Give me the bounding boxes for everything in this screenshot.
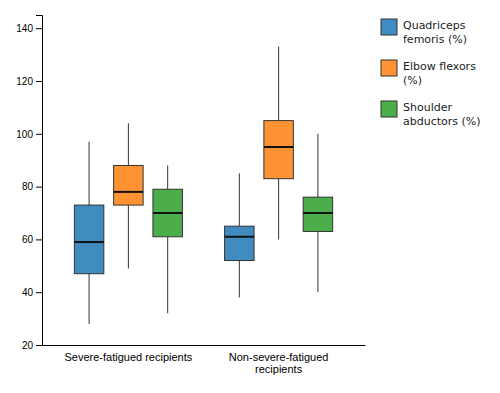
upper-whisker [278,47,279,121]
lower-whisker [167,237,168,314]
median-line [153,212,182,214]
x-tick: Severe-fatigued recipients [64,351,192,363]
legend-label: Quadricepsfemoris (%) [403,19,467,45]
legend-label-line: Quadriceps [403,19,466,32]
lower-whisker [278,179,279,240]
y-tick-mark [36,81,42,82]
box [153,165,182,313]
box [114,123,143,268]
y-tick-label: 100 [16,129,33,140]
y-tick-mark [36,28,42,29]
y-tick-mark [36,345,42,346]
box [303,134,332,292]
box [225,173,254,297]
x-tick: Non-severe-fatiguedrecipients [229,351,329,376]
x-tick-label: Non-severe-fatiguedrecipients [229,351,329,376]
boxes [74,47,332,324]
upper-whisker [167,165,168,189]
legend: Quadricepsfemoris (%) Elbow flexors(%) Sho… [381,19,481,128]
lower-whisker [128,205,129,268]
legend-label-line: (%) [403,74,422,87]
plot: 20 40 60 80 100 120 140 Severe-fatigued recipie… [16,16,365,376]
x-tick-label: Severe-fatigued recipients [64,351,192,363]
y-tick: 100 [16,129,42,140]
y-tick-label: 60 [22,234,34,245]
y-tick-label: 140 [16,23,33,34]
upper-whisker [89,142,90,205]
legend-swatch [381,19,397,35]
y-tick: 140 [16,23,42,34]
y-tick: 40 [22,287,42,298]
box-series [114,47,294,269]
legend-item: Elbow flexors(%) [381,60,476,87]
legend-swatch [381,60,397,76]
y-tick: 80 [22,181,42,192]
lower-whisker [89,274,90,324]
y-axis: 20 40 60 80 100 120 140 [16,16,42,351]
box-body [303,197,332,231]
legend-label-line: Elbow flexors [403,60,476,73]
lower-whisker [317,231,318,292]
median-line [74,241,103,243]
box [74,142,103,324]
legend-label-line: femoris (%) [403,33,467,46]
legend-swatch [381,101,397,117]
box-body [153,189,182,237]
box-series [153,134,333,314]
legend-label-line: Shoulder [403,101,452,114]
y-tick-mark [36,134,42,135]
y-tick-label: 80 [22,181,34,192]
y-tick-mark [36,239,42,240]
legend-item: Quadricepsfemoris (%) [381,19,467,46]
x-tick-label-line: Severe-fatigued recipients [64,351,192,363]
legend-label: Shoulderabductors (%) [403,101,481,127]
median-line [264,146,293,148]
y-tick: 120 [16,76,42,87]
x-tick-label-line: Non-severe-fatigued [229,351,329,363]
y-axis-line [36,16,43,346]
legend-label-line: abductors (%) [403,115,481,128]
median-line [225,236,254,238]
legend-label: Elbow flexors(%) [403,60,476,86]
x-axis: Severe-fatigued recipients Non-severe-fat… [43,346,366,376]
y-tick-label: 120 [16,76,33,87]
y-tick: 60 [22,234,42,245]
box-body [114,165,143,205]
box-body [225,226,254,260]
upper-whisker [128,123,129,165]
x-tick-label-line: recipients [255,363,303,375]
y-tick-mark [36,187,42,188]
median-line [114,191,143,193]
y-tick-label: 20 [22,340,34,351]
y-tick-mark [36,292,42,293]
box [264,47,293,240]
box-series [74,142,254,324]
lower-whisker [239,261,240,298]
x-axis-line [43,345,366,346]
chart: 20 40 60 80 100 120 140 Severe-fatigued recipie… [0,0,500,393]
y-tick-label: 40 [22,287,34,298]
legend-item: Shoulderabductors (%) [381,101,481,128]
upper-whisker [239,173,240,226]
box-body [264,121,293,179]
median-line [303,212,332,214]
box-body [74,205,103,274]
y-tick: 20 [22,340,42,351]
upper-whisker [317,134,318,197]
